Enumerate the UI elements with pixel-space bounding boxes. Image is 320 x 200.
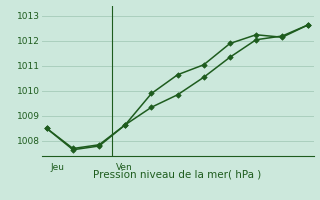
Text: Ven: Ven xyxy=(116,163,133,172)
X-axis label: Pression niveau de la mer( hPa ): Pression niveau de la mer( hPa ) xyxy=(93,170,262,180)
Text: Jeu: Jeu xyxy=(51,163,65,172)
